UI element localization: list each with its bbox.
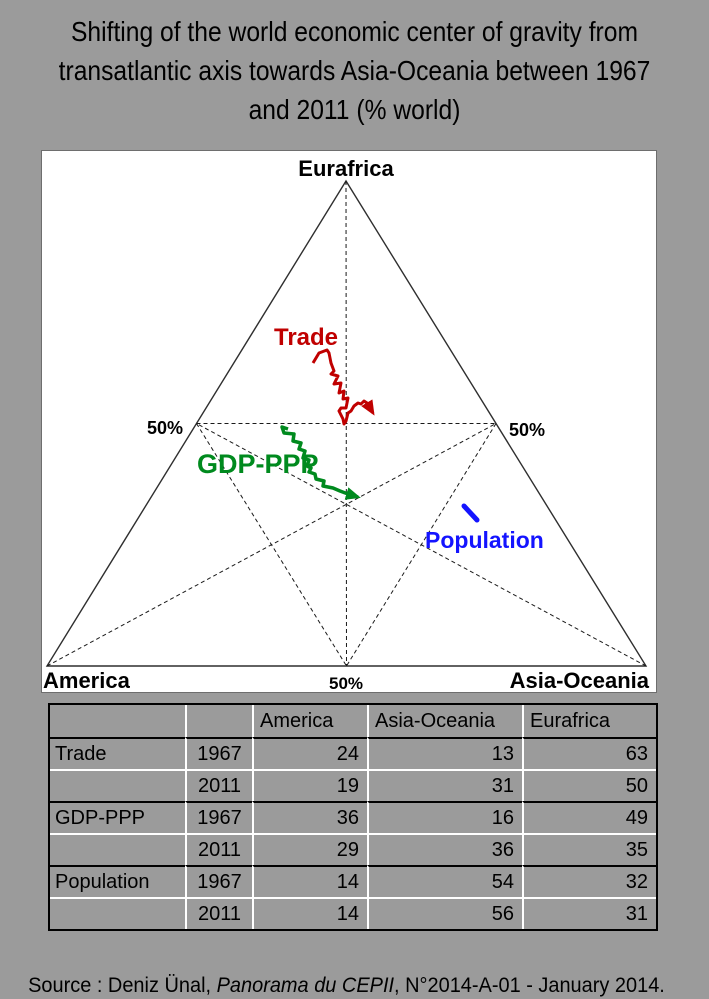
table-cell: 56 (367, 897, 522, 929)
table-cell: Population (50, 865, 185, 897)
pct-label-right: 50% (509, 420, 545, 440)
table-cell: 49 (522, 801, 656, 833)
table-header-cell: Eurafrica (522, 705, 656, 737)
table-cell: 36 (252, 801, 367, 833)
table-header-cell (185, 705, 252, 737)
table-cell: 35 (522, 833, 656, 865)
table-cell: Trade (50, 737, 185, 769)
data-table: America Asia-Oceania Eurafrica Trade 196… (48, 703, 658, 931)
chart-title-line-2: transatlantic axis towards Asia-Oceania … (58, 55, 651, 86)
vertex-label-eurafrica: Eurafrica (298, 156, 394, 181)
table-cell: GDP-PPP (50, 801, 185, 833)
table-cell: 1967 (185, 801, 252, 833)
chart-title-line-3: and 2011 (% world) (248, 94, 461, 125)
table-cell: 32 (522, 865, 656, 897)
chart-title: Shifting of the world economic center of… (43, 12, 667, 129)
ternary-plot-panel: Eurafrica America Asia-Oceania 50% 50% 5… (41, 150, 657, 693)
pct-label-bottom: 50% (329, 674, 363, 692)
series-label-trade: Trade (274, 324, 338, 351)
table-cell: 2011 (185, 897, 252, 929)
gdp-ppp-trajectory (280, 425, 361, 500)
table-cell: 24 (252, 737, 367, 769)
table-cell: 29 (252, 833, 367, 865)
table-cell: 2011 (185, 833, 252, 865)
table-header-cell (50, 705, 185, 737)
table-cell: 13 (367, 737, 522, 769)
pct-label-left: 50% (147, 418, 183, 438)
ternary-plot: Eurafrica America Asia-Oceania 50% 50% 5… (43, 156, 650, 692)
table-header-cell: Asia-Oceania (367, 705, 522, 737)
population-trajectory (461, 503, 480, 523)
source-note: Source : Deniz Ünal, Panorama du CEPII, … (17, 950, 665, 998)
table-cell: 2011 (185, 769, 252, 801)
series-label-gdp-ppp: GDP-PPP (197, 449, 319, 479)
table-cell: 31 (522, 897, 656, 929)
table-cell: 54 (367, 865, 522, 897)
median-from-america (46, 423, 497, 667)
table-cell (50, 897, 185, 929)
median-from-eurafrica (345, 180, 347, 667)
table-cell (50, 769, 185, 801)
source-prefix: Source : Deniz Ünal, (28, 974, 217, 997)
table-header-cell: America (252, 705, 367, 737)
table-cell: 1967 (185, 737, 252, 769)
median-from-asia-oceania (196, 423, 647, 667)
table-cell: 19 (252, 769, 367, 801)
table-cell: 31 (367, 769, 522, 801)
table-cell: 16 (367, 801, 522, 833)
table-cell: 14 (252, 865, 367, 897)
table-cell: 14 (252, 897, 367, 929)
table-cell: 63 (522, 737, 656, 769)
table-cell: 36 (367, 833, 522, 865)
chart-title-line-1: Shifting of the world economic center of… (71, 16, 638, 47)
ternary-gridlines (46, 180, 647, 667)
trade-trajectory (311, 348, 375, 426)
table-cell: 50 (522, 769, 656, 801)
source-suffix: , N°2014-A-01 - January 2014. (394, 974, 665, 997)
table-cell: 1967 (185, 865, 252, 897)
vertex-label-america: America (43, 668, 131, 692)
source-publication: Panorama du CEPII (216, 974, 395, 997)
table-cell (50, 833, 185, 865)
vertex-label-asia-oceania: Asia-Oceania (510, 668, 650, 692)
series-label-population: Population (425, 527, 544, 553)
